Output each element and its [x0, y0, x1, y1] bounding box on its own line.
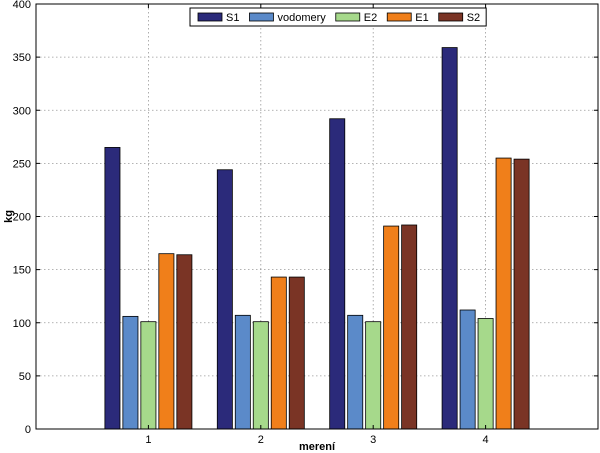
x-tick-label: 4 [483, 434, 489, 446]
y-tick-label: 100 [13, 318, 31, 330]
bar-vodomery-1 [122, 315, 139, 430]
y-tick-label: 0 [25, 424, 31, 436]
legend-label-S1: S1 [226, 12, 239, 24]
y-tick-label: 250 [13, 158, 31, 170]
y-tick-label: 300 [13, 105, 31, 117]
bar-S1-4 [441, 47, 458, 430]
tick-layer: 0 50 100 150 200 250 300 350 400 1 2 3 4 [13, 0, 598, 446]
x-axis-title: merení [299, 441, 336, 453]
legend-swatch-E2 [335, 12, 361, 22]
y-tick-label: 350 [13, 52, 31, 64]
y-tick-label: 50 [19, 371, 31, 383]
bar-E1-2 [270, 276, 287, 430]
bar-E2-1 [140, 321, 157, 430]
bar-S2-2 [288, 276, 305, 430]
legend: S1 vodomery E2 E1 S2 [189, 7, 487, 27]
x-tick-label: 2 [258, 434, 264, 446]
legend-swatch-S2 [438, 12, 464, 22]
y-tick-label: 200 [13, 212, 31, 224]
legend-label-S2: S2 [467, 12, 480, 24]
bar-S1-2 [216, 169, 233, 430]
bar-E1-4 [495, 157, 512, 430]
legend-swatch-vodomery [249, 12, 274, 22]
bar-S2-3 [401, 224, 418, 430]
bar-E1-1 [158, 253, 175, 430]
bar-E1-3 [383, 225, 400, 430]
bar-S2-1 [176, 254, 193, 430]
bar-vodomery-3 [347, 314, 364, 430]
legend-label-vodomery: vodomery [277, 12, 326, 24]
x-tick-label: 3 [370, 434, 376, 446]
legend-swatch-E1 [386, 12, 412, 22]
bar-S2-4 [513, 158, 530, 430]
y-tick-label: 400 [13, 0, 31, 11]
y-axis-title: kg [3, 210, 15, 223]
bar-vodomery-4 [459, 309, 476, 430]
bar-layer [104, 47, 530, 430]
bar-S1-3 [329, 118, 346, 430]
bar-S1-1 [104, 147, 121, 430]
bar-E2-3 [365, 321, 382, 430]
legend-label-E2: E2 [364, 12, 377, 24]
y-tick-label: 150 [13, 265, 31, 277]
legend-swatch-S1 [197, 12, 223, 22]
bar-E2-4 [477, 318, 494, 430]
bar-vodomery-2 [234, 314, 251, 430]
bar-E2-2 [252, 321, 269, 430]
x-tick-label: 1 [145, 434, 151, 446]
legend-label-E1: E1 [415, 12, 428, 24]
